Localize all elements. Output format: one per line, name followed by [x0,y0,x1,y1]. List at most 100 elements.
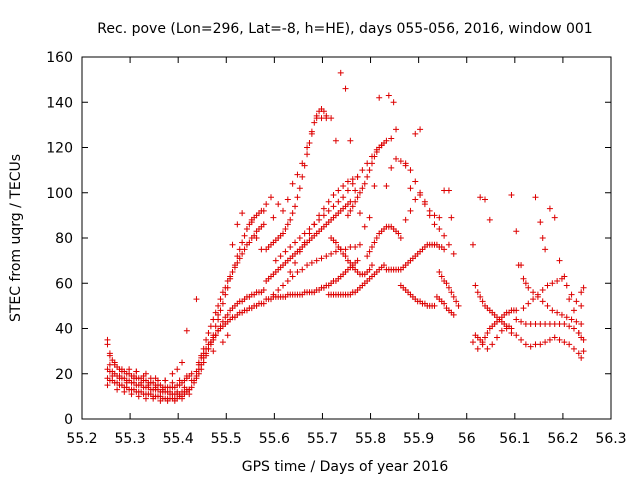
data-point [188,370,195,377]
data-point [179,395,186,402]
data-point [539,287,546,294]
data-point [368,160,375,167]
y-tick-label: 140 [46,95,73,111]
x-tick-label: 55.4 [163,431,194,447]
data-point [284,277,291,284]
data-point [556,257,563,264]
data-point [179,359,186,366]
data-point [332,239,339,246]
data-point [554,277,561,284]
data-point [294,171,301,178]
data-point [494,334,501,341]
data-point [388,164,395,171]
data-point [241,232,248,239]
data-point [573,318,580,325]
data-point [248,219,255,226]
x-tick-label: 55.8 [355,431,386,447]
data-point [280,207,287,214]
data-point [323,253,330,260]
data-point [316,212,323,219]
data-point [241,246,248,253]
data-point [210,316,217,323]
data-point [364,253,371,260]
data-point [570,307,577,314]
data-point [407,207,414,214]
data-point [563,282,570,289]
data-point [436,268,443,275]
data-point [544,282,551,289]
data-point [450,250,457,257]
data-point [395,230,402,237]
data-point [436,225,443,232]
data-point [171,397,178,404]
data-point [335,187,342,194]
data-point [275,287,282,294]
data-point [280,230,287,237]
data-point [561,320,568,327]
data-point [183,327,190,334]
data-point [388,135,395,142]
data-point [282,248,289,255]
data-point [219,300,226,307]
data-point [474,345,481,352]
data-point [135,393,142,400]
data-point [130,375,137,382]
data-point [532,194,539,201]
data-point [142,370,149,377]
data-point [224,277,231,284]
data-point [383,182,390,189]
data-point [412,196,419,203]
data-point [219,339,226,346]
data-point [407,167,414,174]
data-point [556,336,563,343]
data-point [525,284,532,291]
data-point [551,334,558,341]
data-point [311,221,318,228]
data-point [397,158,404,165]
data-point [482,196,489,203]
data-point [347,207,354,214]
data-point [546,205,553,212]
x-tick-label: 56.3 [595,431,626,447]
data-point [260,221,267,228]
plot-frame [81,56,612,420]
data-point [426,207,433,214]
data-point [438,273,445,280]
data-point [128,391,135,398]
data-point [164,397,171,404]
data-point [104,382,111,389]
data-point [162,377,169,384]
data-point [292,203,299,210]
data-point [508,325,515,332]
data-point [513,228,520,235]
data-point [301,239,308,246]
data-point [191,377,198,384]
data-point [253,235,260,241]
data-point [219,289,226,296]
data-point [133,368,140,375]
data-point [445,187,452,194]
data-point [539,298,546,305]
data-point [287,244,294,251]
y-tick-label: 120 [46,141,73,157]
data-point [150,395,157,402]
data-point [229,241,236,248]
data-point [275,201,282,208]
data-point [311,119,318,126]
data-point [356,210,363,217]
data-point [359,167,366,174]
data-point [441,232,448,239]
data-point [111,359,118,366]
data-point [205,330,212,337]
data-point [138,379,145,386]
data-point [354,194,361,201]
data-point [198,354,205,361]
data-point [549,307,556,314]
data-point [280,282,287,289]
data-point [561,273,568,280]
data-point [123,379,130,386]
data-point [306,230,313,237]
data-point [566,341,573,348]
data-point [142,395,149,402]
